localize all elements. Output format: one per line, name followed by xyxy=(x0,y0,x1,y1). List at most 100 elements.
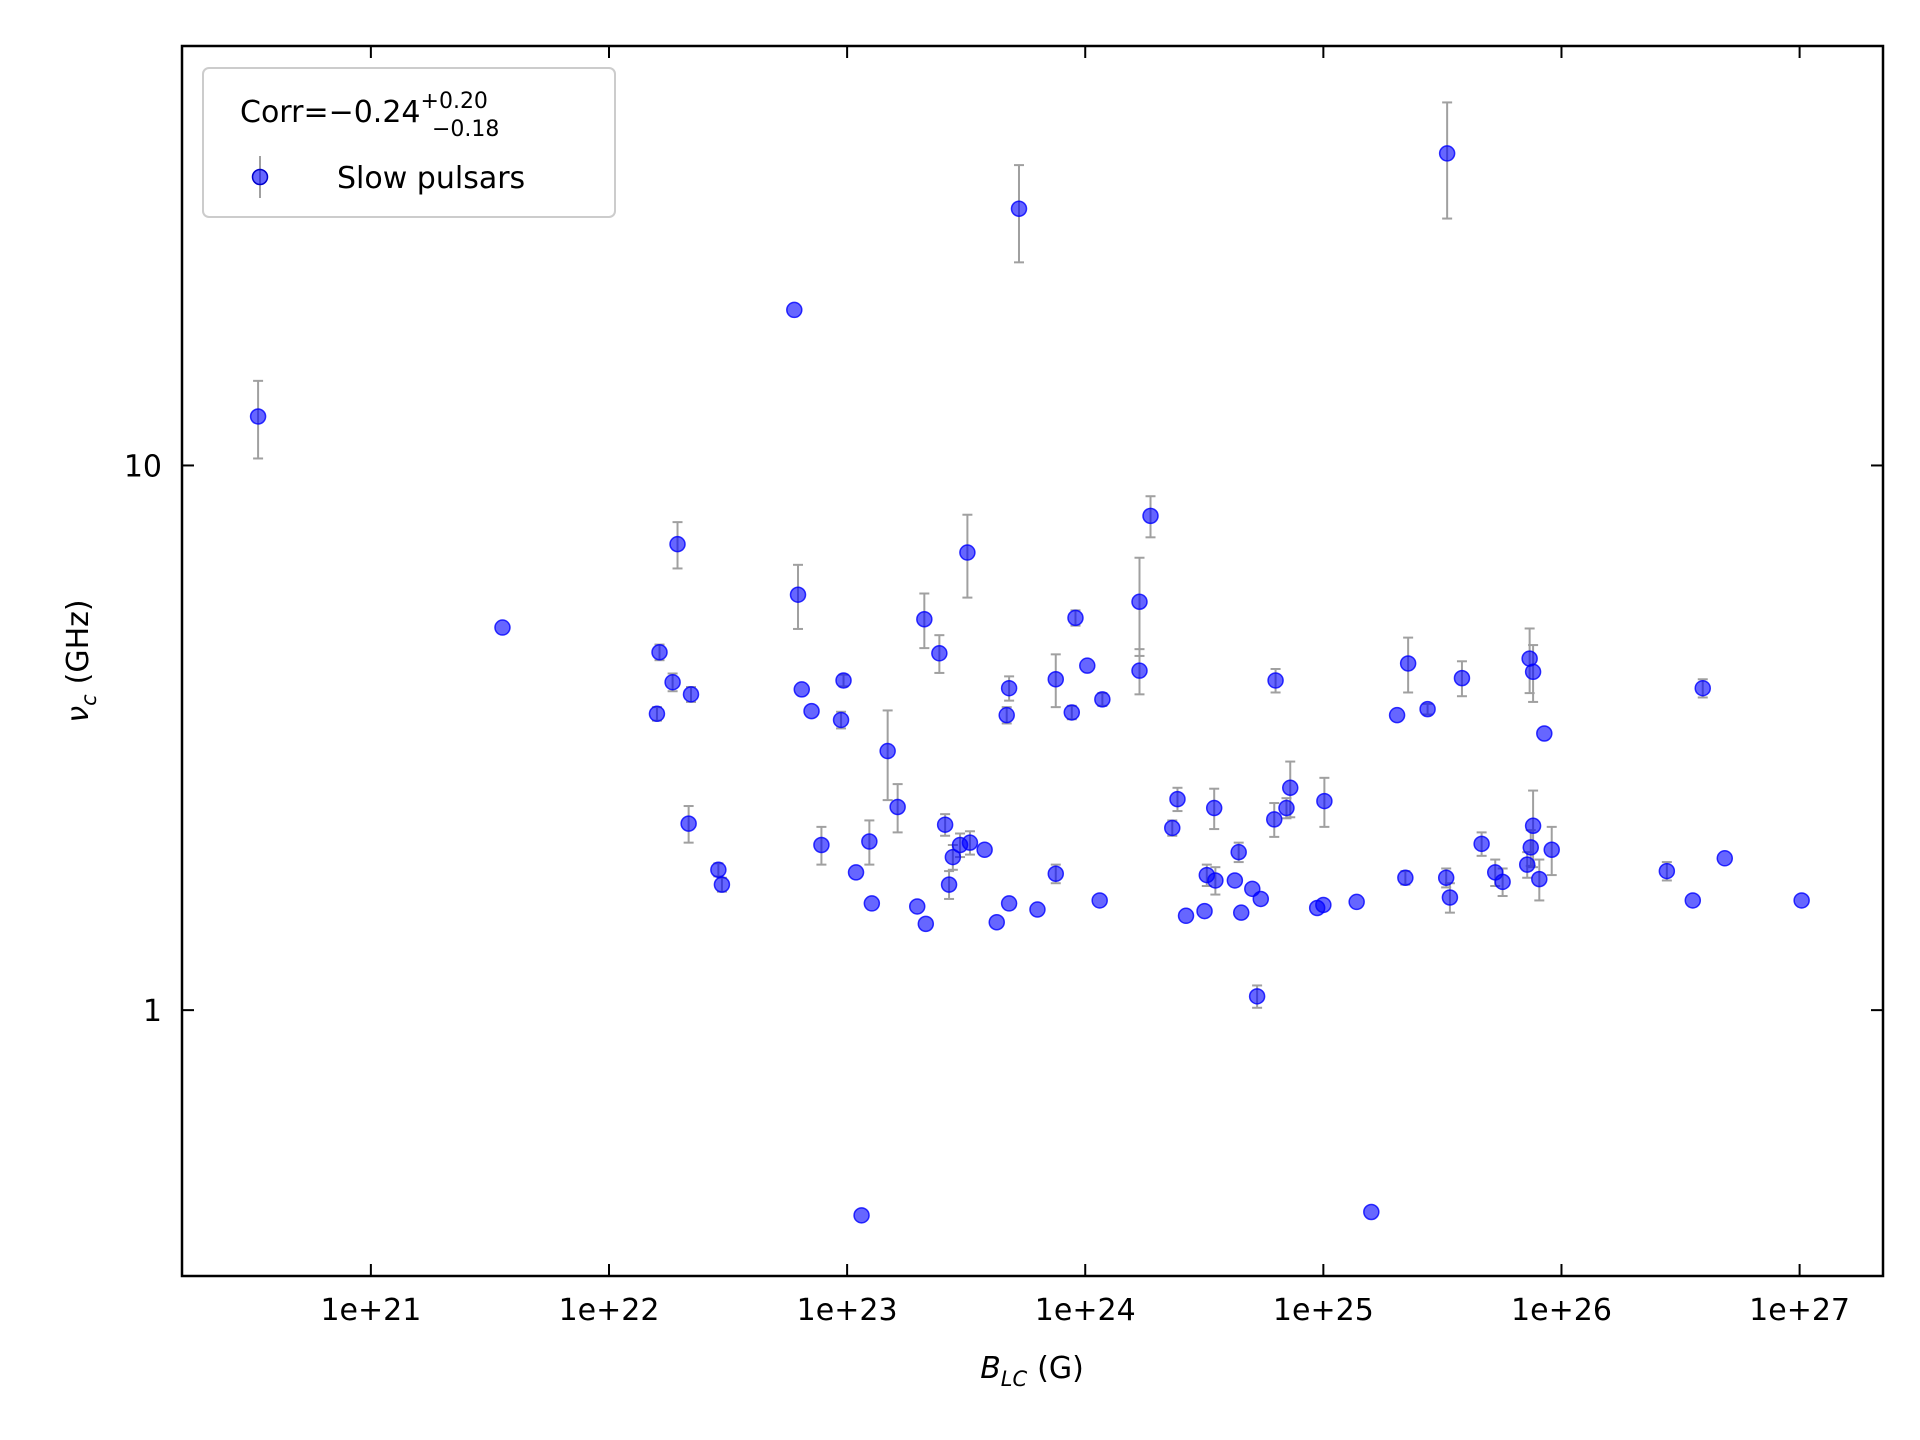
point xyxy=(1205,799,1223,817)
point xyxy=(1010,200,1028,218)
point xyxy=(1397,869,1414,887)
point xyxy=(1000,679,1018,697)
point xyxy=(1226,872,1244,889)
point xyxy=(1047,865,1065,882)
point xyxy=(813,836,830,854)
point xyxy=(1315,896,1332,914)
legend-marker xyxy=(251,168,269,186)
point xyxy=(931,645,948,662)
point xyxy=(1531,870,1548,888)
point xyxy=(835,672,852,689)
point xyxy=(1094,691,1111,708)
x-tick-label: 1e+27 xyxy=(1749,1293,1850,1328)
y-axis-label: νc(GHz) xyxy=(61,599,101,722)
point xyxy=(944,848,962,866)
x-tick-label: 1e+22 xyxy=(559,1293,660,1328)
point xyxy=(1348,893,1365,911)
point xyxy=(1473,835,1490,853)
point xyxy=(494,619,511,636)
point xyxy=(908,898,926,915)
point xyxy=(249,408,267,425)
point xyxy=(879,742,896,760)
legend: Corr=−0.24+0.20 −0.18 Slow pulsars xyxy=(202,67,616,218)
point xyxy=(1063,704,1081,721)
point xyxy=(1131,662,1148,679)
point xyxy=(1232,904,1250,921)
point xyxy=(1437,869,1455,887)
point xyxy=(940,876,958,893)
point xyxy=(889,798,906,816)
point xyxy=(959,544,976,561)
point xyxy=(1524,663,1542,681)
point xyxy=(1047,671,1065,688)
point xyxy=(1230,843,1247,861)
point xyxy=(1079,657,1096,674)
point xyxy=(648,705,666,723)
point xyxy=(793,681,811,698)
plot-frame xyxy=(180,44,1885,1278)
point xyxy=(961,834,979,851)
point xyxy=(1266,811,1283,828)
point xyxy=(1543,841,1560,858)
legend-box xyxy=(202,67,616,218)
point xyxy=(803,702,820,720)
legend-title: Corr=−0.24+0.20 −0.18 xyxy=(240,89,499,142)
point xyxy=(1067,609,1084,627)
point xyxy=(1438,145,1456,162)
point xyxy=(1363,1203,1380,1221)
x-tick-label: 1e+26 xyxy=(1511,1293,1612,1328)
point xyxy=(976,841,993,858)
point xyxy=(1252,890,1270,908)
point xyxy=(988,913,1005,931)
x-tick-label: 1e+25 xyxy=(1273,1293,1374,1328)
point xyxy=(1169,790,1186,808)
point xyxy=(1281,779,1299,797)
point xyxy=(1091,892,1108,909)
point xyxy=(713,876,731,893)
point xyxy=(664,673,681,691)
point xyxy=(936,816,954,833)
x-tick-label: 1e+21 xyxy=(320,1293,421,1328)
point xyxy=(1441,889,1459,906)
y-tick-label: 10 xyxy=(124,449,162,484)
point xyxy=(1196,902,1213,920)
y-tick-label: 1 xyxy=(143,994,162,1029)
point xyxy=(669,535,686,553)
point xyxy=(786,301,803,319)
point xyxy=(710,861,727,879)
x-axis-label: BLC (G) xyxy=(980,1351,1084,1391)
point xyxy=(1522,839,1540,856)
point xyxy=(832,711,850,729)
point xyxy=(1164,819,1181,837)
point xyxy=(1453,669,1471,687)
point xyxy=(1177,907,1195,925)
point xyxy=(682,686,700,703)
point xyxy=(1524,817,1542,835)
point xyxy=(1131,593,1148,611)
point xyxy=(1267,672,1284,689)
point xyxy=(1684,892,1702,909)
point xyxy=(1518,856,1536,873)
point xyxy=(680,815,697,832)
point xyxy=(1316,792,1333,810)
point xyxy=(1029,901,1046,918)
point xyxy=(1716,850,1734,867)
point xyxy=(1000,895,1018,912)
point xyxy=(998,706,1015,724)
point xyxy=(847,864,865,881)
point xyxy=(1793,892,1810,909)
point xyxy=(1142,507,1159,525)
point xyxy=(863,895,881,912)
point xyxy=(916,610,933,628)
point xyxy=(853,1207,870,1224)
point xyxy=(1536,725,1553,742)
point xyxy=(1248,988,1266,1005)
point xyxy=(1388,706,1406,724)
point xyxy=(1694,679,1712,697)
x-tick-label: 1e+24 xyxy=(1035,1293,1136,1328)
point xyxy=(789,586,807,603)
point xyxy=(861,833,878,850)
point xyxy=(1494,873,1511,891)
